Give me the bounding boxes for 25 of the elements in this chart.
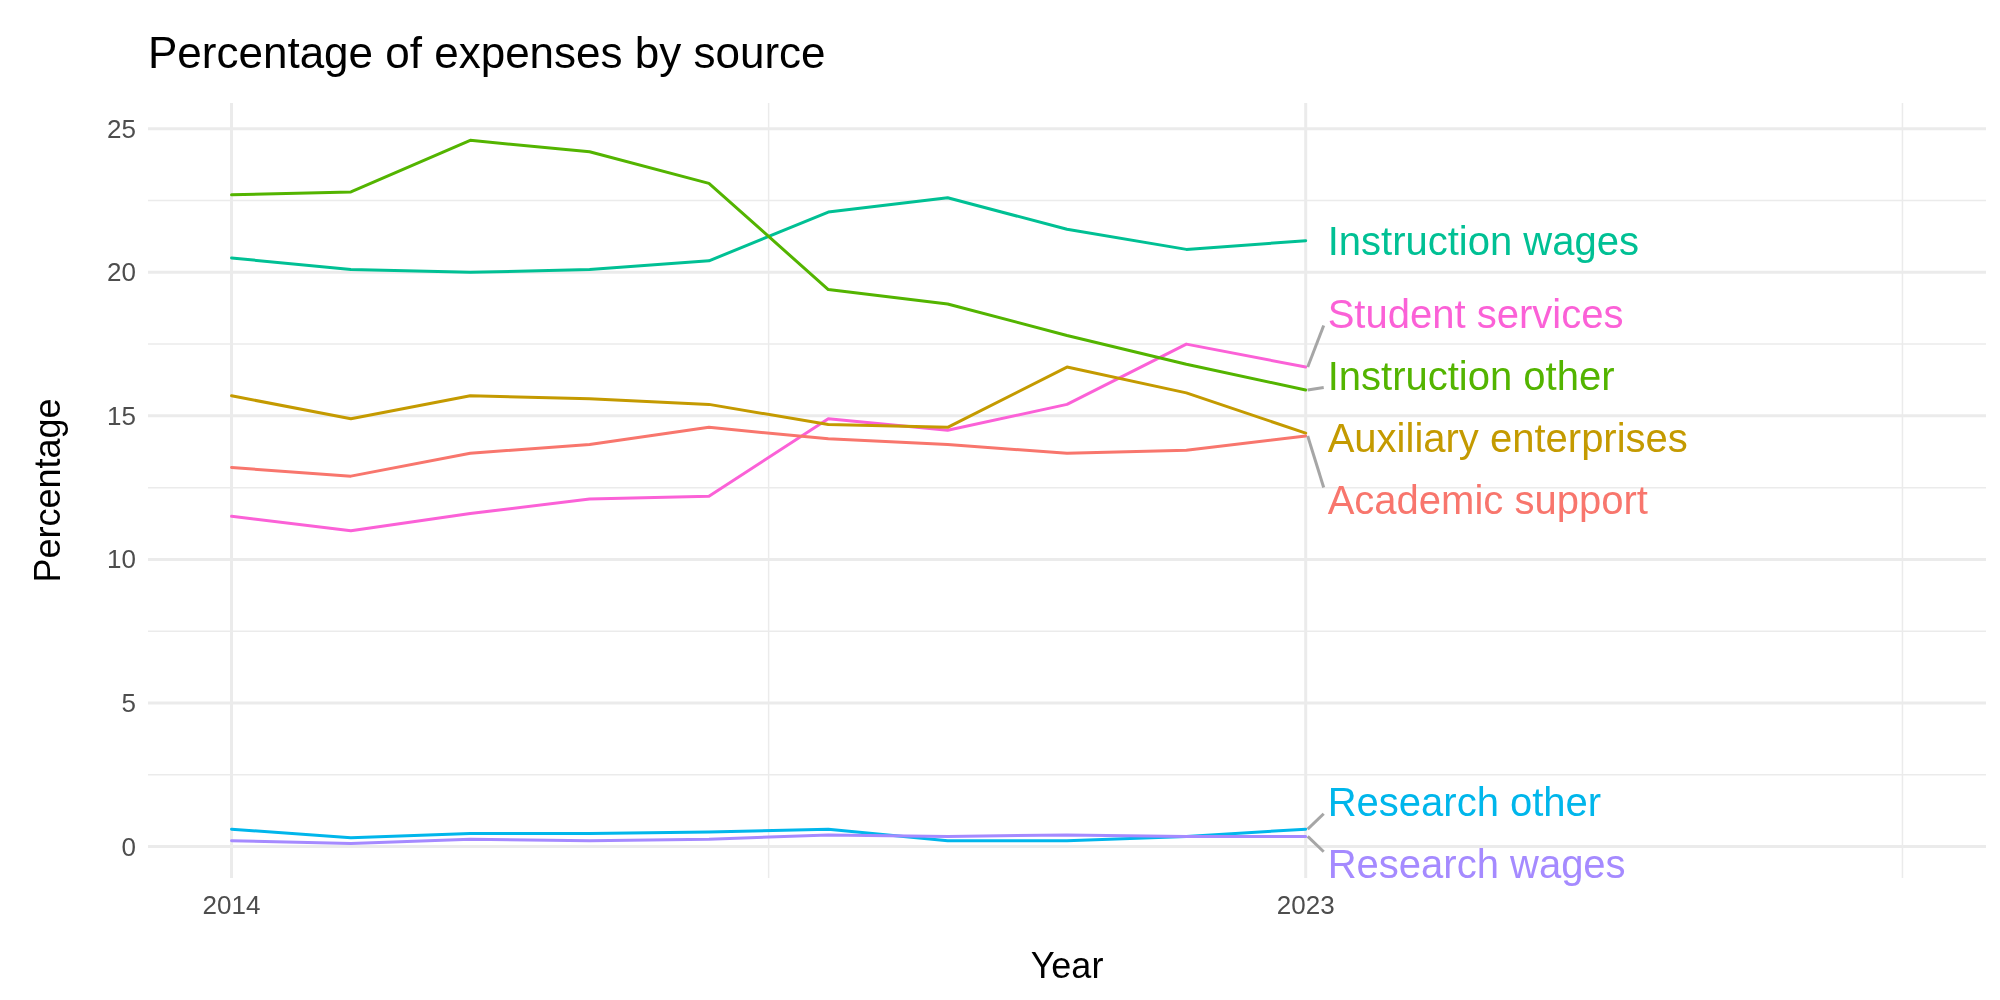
line-series [230, 365, 1308, 435]
series-label: Instruction other [1327, 353, 1615, 398]
series-label: Instruction wages [1327, 218, 1639, 263]
line-series [230, 196, 1308, 274]
y-axis-title: Percentage [27, 398, 68, 583]
series-label: Research other [1327, 779, 1602, 824]
y-tick-label: 15 [107, 400, 136, 431]
x-tick-label: 2023 [1276, 890, 1335, 920]
series-label: Auxiliary enterprises [1327, 415, 1688, 460]
series-label: Student services [1327, 291, 1624, 336]
series-label: Research wages [1327, 841, 1626, 886]
y-tick-label: 25 [107, 113, 136, 144]
chart-title: Percentage of expenses by source [148, 28, 826, 77]
line-series [230, 833, 1308, 846]
y-tick-label: 10 [107, 544, 136, 575]
y-tick-label: 5 [121, 688, 136, 719]
line-series [230, 342, 1308, 533]
y-tick-label: 20 [107, 257, 136, 288]
y-tick-label: 0 [121, 831, 136, 862]
line-series [230, 425, 1308, 478]
line-series [230, 827, 1308, 843]
x-axis-title: Year [1030, 945, 1104, 986]
line-series [230, 138, 1308, 392]
x-tick-label: 2014 [202, 890, 261, 920]
series-label: Academic support [1327, 477, 1648, 522]
